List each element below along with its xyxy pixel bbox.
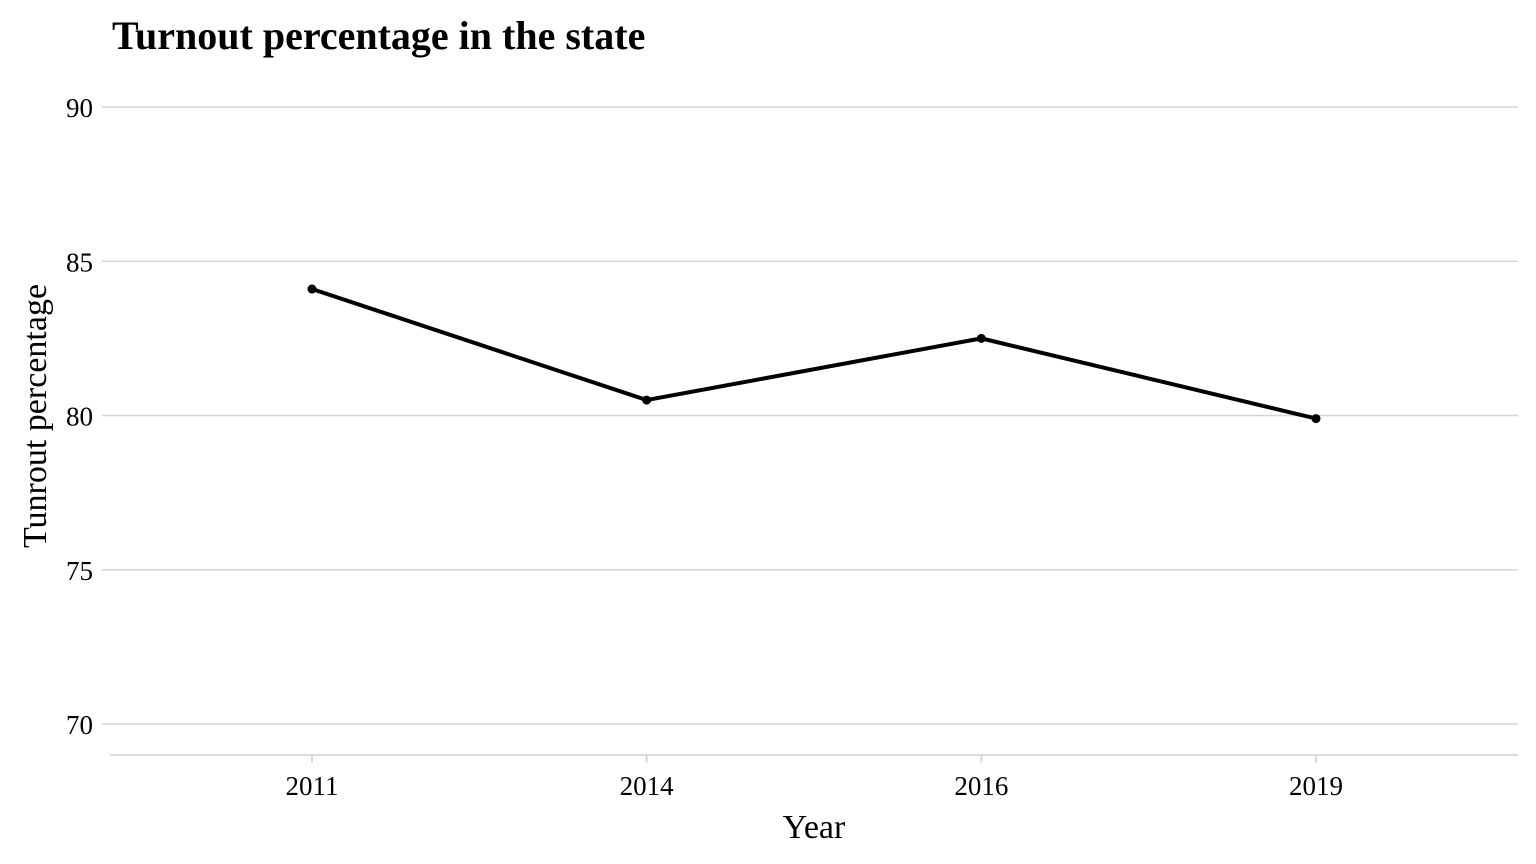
y-tick-label-85: 85 (66, 247, 93, 277)
x-tick-label-2019: 2019 (1289, 771, 1343, 801)
y-axis-ticks: 70 75 80 85 90 (66, 93, 93, 740)
y-tick-label-80: 80 (66, 402, 93, 432)
data-point-2014 (642, 395, 652, 405)
data-point-2019 (1311, 414, 1321, 424)
x-tick-label-2011: 2011 (286, 771, 339, 801)
series-line-0 (310, 287, 1318, 421)
series-layer (307, 284, 1321, 424)
data-point-2016 (976, 333, 986, 343)
y-tick-label-70: 70 (66, 710, 93, 740)
x-tick-label-2014: 2014 (620, 771, 675, 801)
y-axis-title: Tunrout percentage (17, 284, 54, 548)
x-axis-title: Year (783, 809, 846, 846)
chart-title: Turnout percentage in the state (112, 13, 645, 58)
x-tick-label-2016: 2016 (954, 771, 1008, 801)
gridlines (102, 106, 1518, 725)
y-tick-label-90: 90 (66, 93, 93, 123)
data-point-2011 (307, 284, 317, 294)
x-axis: 2011 2014 2016 2019 (110, 754, 1518, 801)
y-tick-label-75: 75 (66, 556, 93, 586)
